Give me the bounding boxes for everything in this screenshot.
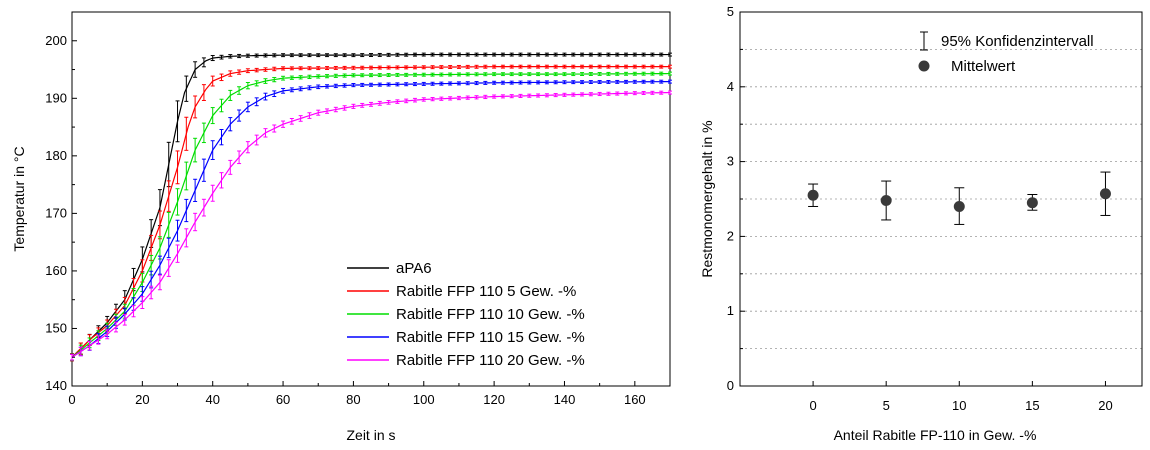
left-series-4 [70,90,672,361]
left-y-tick-label: 160 [45,263,67,278]
right-point-1 [880,180,892,221]
right-legend: 95% Konfidenzintervall Mittelwert [918,31,1094,75]
right-x-tick-label: 20 [1098,398,1112,413]
left-legend-label: Rabitle FFP 110 20 Gew. -% [396,352,585,369]
left-legend-label: Rabitle FFP 110 5 Gew. -% [396,283,576,300]
left-x-tick-label: 120 [483,392,505,407]
residual-monomer-chart: 0 5 10 15 20 0 1 2 3 4 5 Anteil Rabitle FP-110 in … [699,4,1143,443]
right-mean-marker [953,200,965,212]
left-legend-label: Rabitle FFP 110 10 Gew. -% [396,306,585,323]
left-y-tick-label: 180 [45,148,67,163]
left-x-axis-label: Zeit in s [346,427,395,443]
right-ticks-group: 0 5 10 15 20 0 1 2 3 4 5 [727,4,1113,413]
left-y-axis-label: Temperatur in °C [11,146,27,251]
right-x-axis-label: Anteil Rabitle FP-110 in Gew. -% [834,427,1037,443]
left-y-tick-label: 150 [45,320,67,335]
left-x-tick-label: 20 [135,392,149,407]
left-legend-label: Rabitle FFP 110 15 Gew. -% [396,329,585,346]
right-x-tick-label: 5 [883,398,890,413]
right-x-tick-label: 0 [809,398,816,413]
left-x-tick-label: 0 [68,392,75,407]
left-y-tick-label: 170 [45,205,67,220]
right-y-tick-label: 0 [727,378,734,393]
right-point-0 [807,183,819,207]
left-x-tick-label: 60 [276,392,290,407]
right-legend-mean-swatch [918,60,930,72]
left-x-tick-label: 80 [346,392,360,407]
right-grid-group [740,49,1142,350]
right-mean-marker [1026,197,1038,209]
right-point-2 [953,187,965,225]
left-x-tick-label: 160 [624,392,646,407]
left-series-3 [70,79,672,361]
right-mean-marker [807,189,819,201]
left-series-1 [70,64,672,362]
right-y-tick-label: 3 [727,154,734,169]
right-y-tick-label: 1 [727,303,734,318]
left-y-tick-label: 190 [45,90,67,105]
right-x-tick-label: 10 [952,398,966,413]
left-plot-frame [71,11,671,387]
right-x-tick-label: 15 [1025,398,1039,413]
left-x-tick-label: 100 [413,392,435,407]
right-y-tick-label: 4 [727,79,734,94]
temperature-chart: 0 20 40 60 80 100 120 140 160 140 150 160 170 180 190 2… [11,11,672,443]
right-series-group [807,171,1111,225]
right-point-3 [1026,194,1038,211]
right-y-axis-label: Restmonomergehalt in % [699,120,715,277]
right-point-4 [1099,171,1111,216]
left-ticks-group: 0 20 40 60 80 100 120 140 160 140 150 160 170 180 190 2… [45,33,645,407]
right-y-tick-label: 2 [727,228,734,243]
right-mean-marker [1099,188,1111,200]
left-x-tick-label: 40 [205,392,219,407]
right-legend-ci-label: 95% Konfidenzintervall [941,33,1094,50]
left-legend: aPA6 Rabitle FFP 110 5 Gew. -% Rabitle FFP… [347,260,585,369]
left-legend-label: aPA6 [396,260,432,277]
left-y-tick-label: 140 [45,378,67,393]
right-legend-mean-label: Mittelwert [951,58,1016,75]
right-mean-marker [880,194,892,206]
right-y-tick-label: 5 [727,4,734,19]
left-y-tick-label: 200 [45,33,67,48]
left-x-tick-label: 140 [554,392,576,407]
left-series-group [70,52,672,362]
